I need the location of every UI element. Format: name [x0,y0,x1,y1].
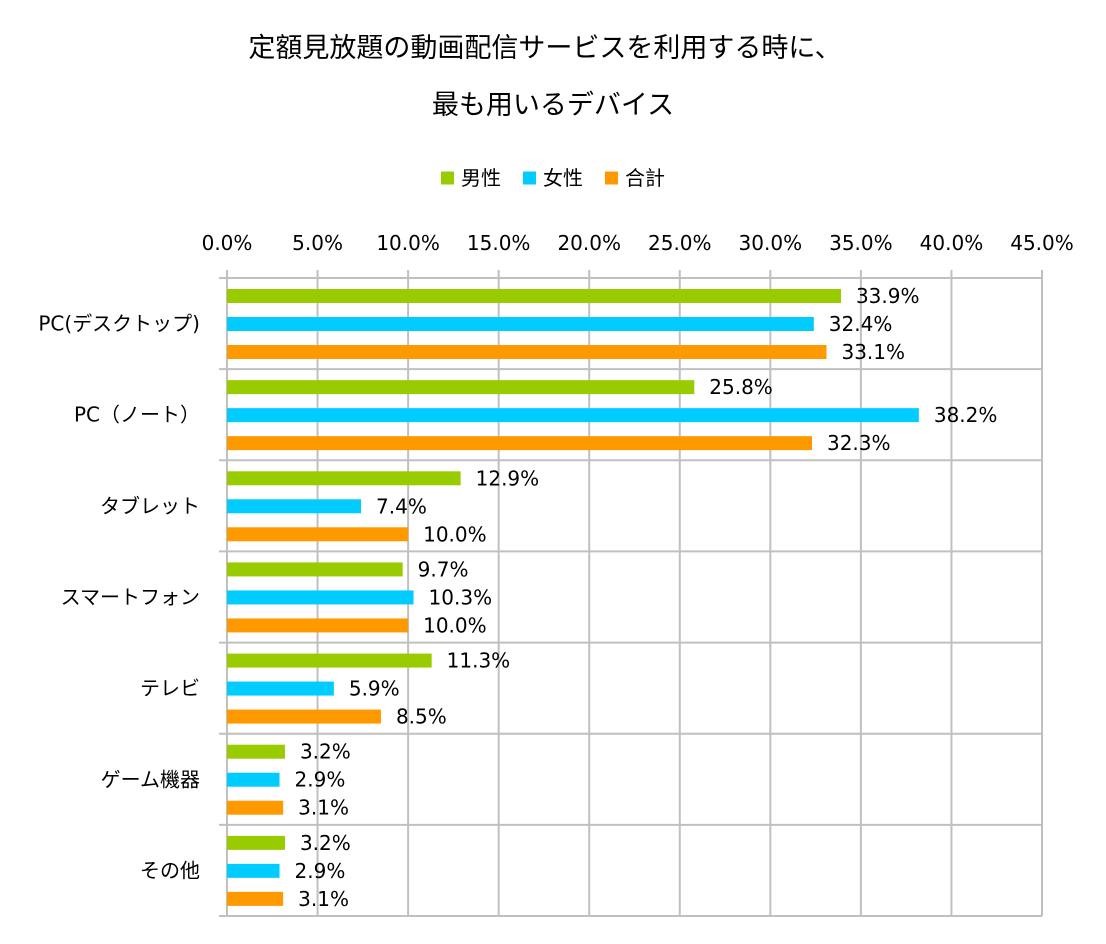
x-tick-label: 45.0% [1010,231,1074,255]
bar [227,772,280,787]
bar [227,527,409,542]
chart-title-line-1: 定額見放題の動画配信サービスを利用する時に、 [248,33,841,64]
bar [227,800,284,815]
data-label: 7.4% [376,494,427,518]
x-tick-label: 0.0% [202,231,253,255]
bar [227,436,812,451]
category-label: スマートフォン [61,585,200,609]
bar [227,835,285,850]
x-tick-label: 40.0% [920,231,984,255]
data-label: 38.2% [934,403,998,427]
data-label: 3.2% [300,740,351,764]
data-label: 12.9% [476,466,540,490]
bar [227,562,403,577]
data-label: 3.1% [298,887,349,911]
legend-swatch [523,171,536,185]
bar [227,317,814,331]
gridlines [219,270,1043,917]
legend-swatch [605,171,618,185]
x-tick-label: 5.0% [292,231,343,255]
bar [227,289,841,303]
legend-label: 女性 [543,166,583,190]
category-label: ゲーム機器 [101,767,200,791]
category-label: タブレット [100,494,200,518]
bar [227,590,414,605]
category-label: PC（ノート） [74,403,200,427]
chart-title-line-2: 最も用いるデバイス [432,90,674,121]
data-label: 2.9% [295,859,346,883]
legend-label: 合計 [625,166,665,190]
legend-label: 男性 [461,166,501,190]
value-labels: 33.9% 32.4% 33.1% 25.8% 38.2% 32.3% 12.9% 7.4% 1… [295,284,998,911]
bar [227,345,827,359]
data-label: 10.0% [423,613,487,637]
category-label: テレビ [140,676,200,700]
bar [227,471,461,486]
x-axis-tick-labels: 0.0% 5.0% 10.0% 15.0% 20.0% 25.0% 30.0% 35.0% 40… [202,231,1074,255]
data-label: 10.0% [423,522,487,546]
bar [227,709,381,724]
data-label: 33.9% [856,284,920,308]
data-label: 11.3% [447,649,511,673]
x-tick-label: 30.0% [739,231,803,255]
category-label: その他 [140,858,200,882]
data-label: 32.4% [829,312,893,336]
bar [227,744,285,759]
data-label: 33.1% [841,340,905,364]
data-label: 9.7% [418,557,469,581]
data-label: 32.3% [827,431,891,455]
x-tick-label: 10.0% [376,231,440,255]
x-tick-label: 15.0% [467,231,531,255]
legend-swatch [441,171,454,185]
bar [227,408,919,423]
legend: 男性 女性 合計 [441,166,665,190]
data-label: 3.1% [298,796,349,820]
data-label: 10.3% [429,585,493,609]
bars [227,289,919,906]
category-label: PC(デスクトップ) [38,312,200,336]
data-label: 5.9% [349,677,400,701]
bar [227,380,695,395]
bar [227,863,280,878]
bar [227,499,362,514]
bar [227,618,409,633]
bar [227,681,334,696]
bar [227,653,432,668]
data-label: 2.9% [295,768,346,792]
data-label: 3.2% [300,831,351,855]
x-tick-label: 35.0% [829,231,893,255]
x-tick-label: 20.0% [557,231,621,255]
bar [227,891,284,906]
data-label: 8.5% [396,705,447,729]
x-tick-label: 25.0% [648,231,712,255]
data-label: 25.8% [709,375,773,399]
